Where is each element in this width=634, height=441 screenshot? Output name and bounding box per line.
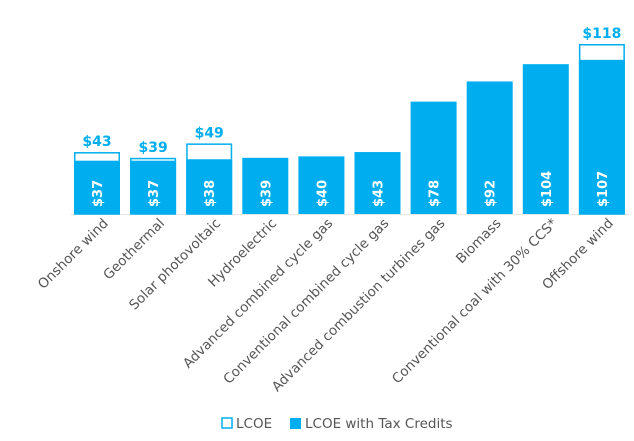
data-label-lcoe-tax-credits: $43 (372, 180, 387, 207)
data-label-lcoe-tax-credits: $39 (259, 180, 274, 207)
data-label-lcoe-tax-credits: $37 (91, 180, 106, 207)
data-label-lcoe-tax-credits: $38 (203, 180, 218, 207)
legend-swatch-lcoe (221, 417, 233, 429)
data-label-lcoe: $43 (82, 134, 111, 150)
legend-label-lcoe-tax-credits: LCOE with Tax Credits (305, 416, 453, 432)
data-label-lcoe-tax-credits: $40 (315, 180, 330, 207)
data-label-lcoe: $39 (138, 140, 167, 156)
bar-lcoe-tax-credits (410, 101, 457, 214)
data-label-lcoe-tax-credits: $37 (147, 180, 162, 207)
bar-lcoe-tax-credits (186, 159, 233, 214)
bar-lcoe-tax-credits (522, 64, 569, 214)
bar-lcoe-tax-credits (298, 156, 345, 214)
bar-lcoe-tax-credits (578, 59, 625, 214)
legend-label-lcoe: LCOE (236, 416, 272, 432)
bar-lcoe-tax-credits (466, 81, 513, 214)
legend: LCOE LCOE with Tax Credits (221, 416, 453, 432)
legend-swatch-lcoe-tax-credits (290, 418, 301, 429)
bar-lcoe-tax-credits (242, 157, 289, 214)
category-label: Biomass (453, 216, 504, 267)
category-label: Onshore wind (35, 216, 112, 293)
data-label-lcoe-tax-credits: $92 (484, 180, 499, 207)
data-label-lcoe-tax-credits: $107 (596, 171, 611, 207)
bar-lcoe-tax-credits (354, 152, 401, 214)
data-label-lcoe: $118 (582, 26, 621, 42)
data-label-lcoe-tax-credits: $78 (428, 180, 443, 207)
data-label-lcoe-tax-credits: $104 (540, 171, 555, 207)
bar-lcoe-tax-credits (130, 160, 177, 214)
bar-lcoe-tax-credits (74, 160, 120, 214)
data-label-lcoe: $49 (195, 125, 224, 141)
